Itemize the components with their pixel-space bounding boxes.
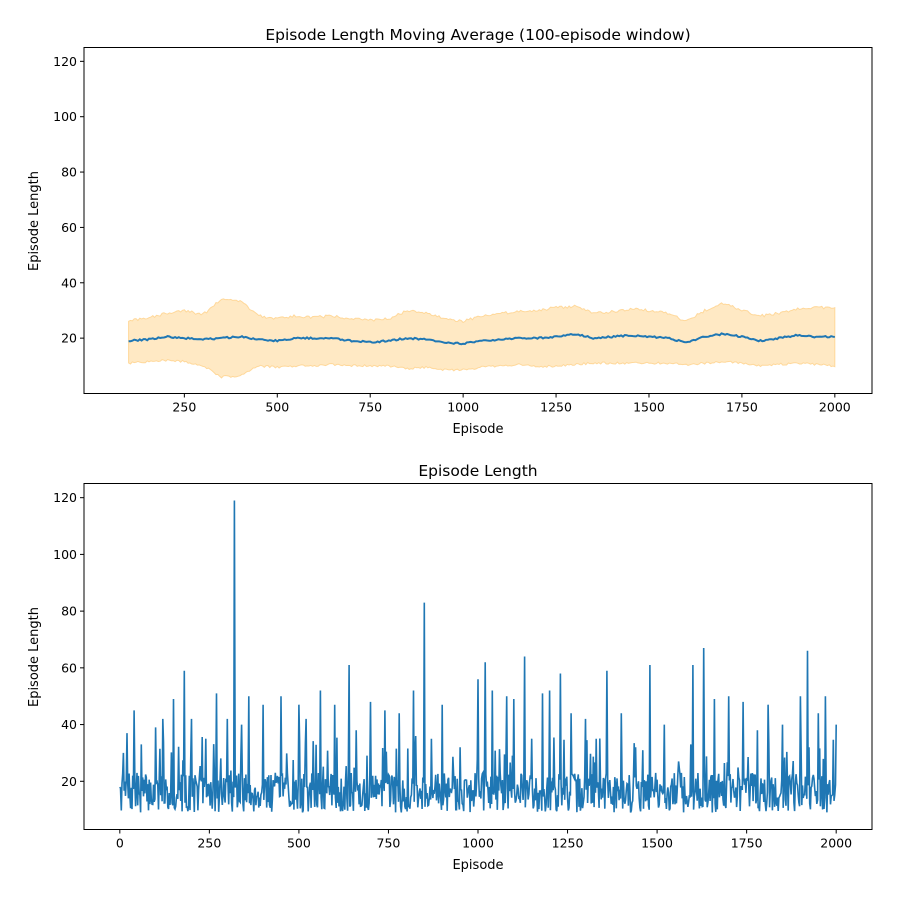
episode-length-title: Episode Length <box>418 462 537 480</box>
moving-average-x-tick-label: 1250 <box>540 400 572 415</box>
episode-length-x-tick-label: 1500 <box>641 836 673 851</box>
episode-length-x-tick-label: 1750 <box>731 836 763 851</box>
episode-length-y-tick-label: 120 <box>53 490 77 505</box>
episode-length-y-axis-label: Episode Length <box>27 607 42 707</box>
episode-length-y-tick-label: 60 <box>61 660 77 675</box>
moving-average-x-axis-label: Episode <box>452 422 503 437</box>
episode-length-y-tick-label: 100 <box>53 547 77 562</box>
moving-average-y-tick-label: 60 <box>61 220 77 235</box>
episode-length-y-tick-label: 20 <box>61 774 77 789</box>
episode-length-x-axis-label: Episode <box>452 858 503 873</box>
moving-average-y-tick-label: 100 <box>53 109 77 124</box>
moving-average-title: Episode Length Moving Average (100-episo… <box>265 26 690 44</box>
moving-average-x-tick-label: 500 <box>265 400 289 415</box>
moving-average-plot-frame <box>83 47 873 394</box>
moving-average-chart: 250 500 750 1000 1250 1500 1750 2000 20 40 60 80 100… <box>27 26 873 437</box>
moving-average-x-tick-label: 250 <box>172 400 196 415</box>
episode-length-chart: 0 250 500 750 1000 1250 1500 1750 2000 20 40 60 80 10… <box>27 462 873 873</box>
episode-length-x-tick-label: 750 <box>377 836 401 851</box>
moving-average-y-tick-label: 20 <box>61 331 77 346</box>
episode-length-y-tick-label: 80 <box>61 604 77 619</box>
std-band <box>128 298 836 379</box>
episode-length-x-tick-label: 0 <box>116 836 124 851</box>
episode-length-x-tick-label: 2000 <box>820 836 852 851</box>
moving-average-y-tick-label: 80 <box>61 165 77 180</box>
episode-length-x-tick-label: 250 <box>197 836 221 851</box>
episode-length-y-tick-label: 40 <box>61 717 77 732</box>
moving-average-line <box>128 332 835 346</box>
moving-average-y-axis-label: Episode Length <box>27 171 42 271</box>
moving-average-y-tick-label: 120 <box>53 54 77 69</box>
moving-average-x-tick-label: 1500 <box>633 400 665 415</box>
moving-average-y-tick-label: 40 <box>61 275 77 290</box>
episode-length-x-tick-label: 1000 <box>462 836 494 851</box>
episode-length-line <box>119 500 837 813</box>
moving-average-x-tick-label: 750 <box>358 400 382 415</box>
episode-length-x-tick-label: 500 <box>287 836 311 851</box>
moving-average-x-tick-label: 1750 <box>726 400 758 415</box>
moving-average-x-tick-label: 2000 <box>819 400 851 415</box>
moving-average-x-tick-label: 1000 <box>447 400 479 415</box>
episode-length-x-tick-label: 1250 <box>552 836 584 851</box>
